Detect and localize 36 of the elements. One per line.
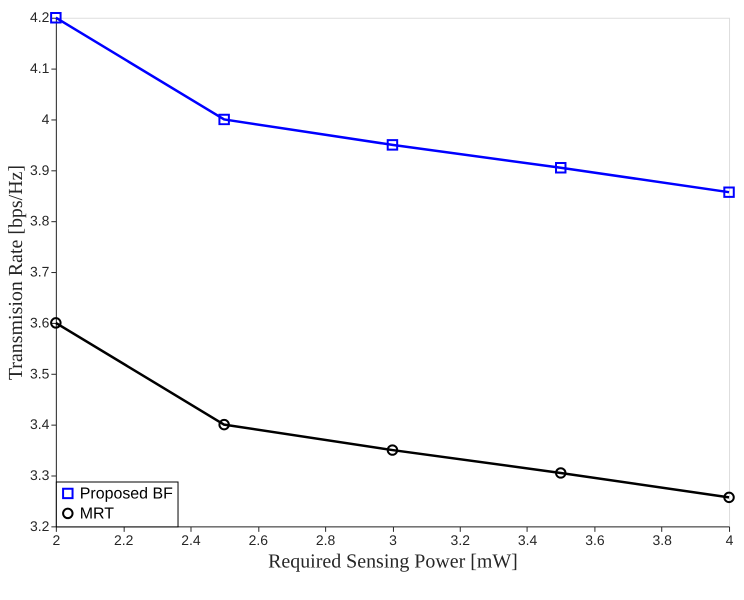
x-tick-label: 4 bbox=[726, 532, 734, 548]
point bbox=[50, 317, 62, 329]
y-tick-label: 3.9 bbox=[30, 162, 50, 178]
point bbox=[218, 114, 230, 126]
x-axis-title: Required Sensing Power [mW] bbox=[268, 550, 518, 573]
x-tick-label: 3 bbox=[389, 532, 398, 548]
point bbox=[555, 162, 566, 174]
y-tick-label: 4.1 bbox=[30, 60, 50, 76]
x-tick-label: 2.2 bbox=[114, 532, 134, 548]
y-tick-label: 3.2 bbox=[30, 518, 50, 534]
legend-label: MRT bbox=[80, 505, 114, 522]
y-tick-label: 3.4 bbox=[30, 416, 50, 432]
y-tick-label: 4.2 bbox=[30, 9, 50, 26]
y-tick-label: 3.7 bbox=[30, 264, 50, 280]
point bbox=[50, 12, 62, 24]
point bbox=[723, 186, 735, 198]
y-tick-label: 3.8 bbox=[30, 212, 50, 229]
y-tick-label: 3.5 bbox=[30, 365, 50, 382]
point bbox=[386, 139, 398, 151]
y-axis-title: Transmision Rate [bps/Hz] bbox=[4, 164, 27, 380]
x-tick-label: 2.4 bbox=[181, 532, 201, 548]
point bbox=[386, 444, 398, 456]
legend-label: Proposed BF bbox=[80, 485, 174, 502]
x-tick-label: 2 bbox=[52, 532, 60, 548]
point bbox=[555, 467, 566, 479]
point bbox=[723, 492, 735, 504]
y-tick-label: 4 bbox=[42, 110, 50, 127]
y-tick-label: 3.3 bbox=[30, 466, 50, 483]
x-tick-label: 2.6 bbox=[248, 532, 268, 548]
y-tick-label: 3.6 bbox=[30, 314, 50, 330]
x-tick-label: 3.2 bbox=[450, 532, 470, 548]
x-tick-label: 3.6 bbox=[585, 532, 605, 548]
x-tick-label: 3.4 bbox=[518, 532, 538, 548]
x-tick-label: 3.8 bbox=[652, 532, 672, 548]
point bbox=[218, 418, 230, 430]
x-tick-label: 2.8 bbox=[316, 532, 336, 548]
